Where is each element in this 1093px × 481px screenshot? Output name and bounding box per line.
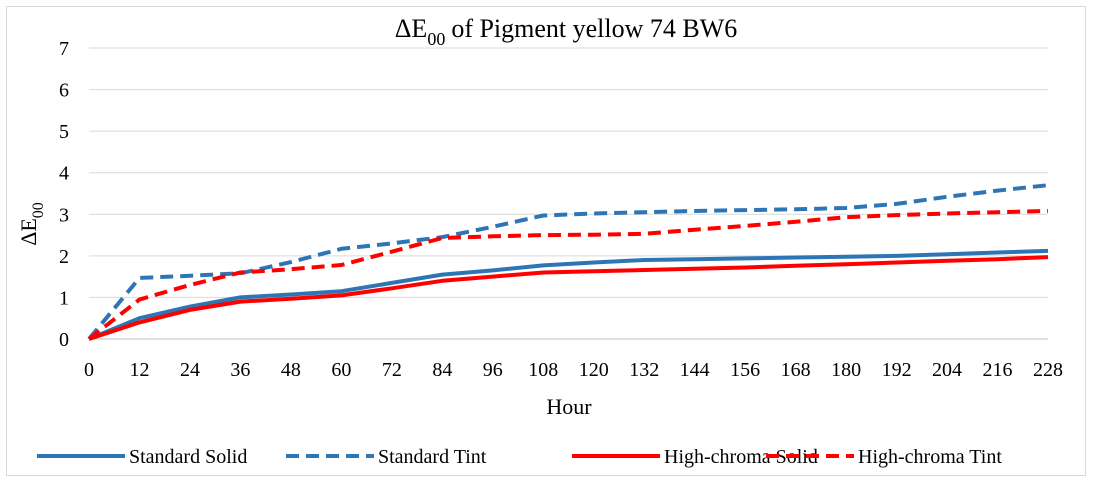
series-line-standard-tint <box>87 183 1049 341</box>
x-tick-label: 108 <box>528 359 558 381</box>
series-line-high-chroma-solid <box>88 255 1049 341</box>
y-tick-label: 6 <box>59 80 69 102</box>
x-tick-label: 156 <box>730 359 760 381</box>
x-tick-label: 228 <box>1033 359 1063 381</box>
series-lines <box>87 183 1049 341</box>
x-tick-label: 48 <box>281 359 301 381</box>
x-tick-label: 216 <box>983 359 1013 381</box>
y-axis-ticks: 0 1 2 3 4 5 6 7 <box>59 38 69 351</box>
x-tick-label: 0 <box>84 359 94 381</box>
legend: Standard Solid Standard Tint High-chroma S… <box>37 446 1002 468</box>
x-tick-label: 72 <box>382 359 402 381</box>
y-axis-label: ΔE00 <box>16 202 47 246</box>
legend-label: Standard Solid <box>129 446 247 468</box>
legend-label: Standard Tint <box>378 446 487 468</box>
x-tick-label: 84 <box>432 359 452 381</box>
y-tick-label: 4 <box>59 163 69 185</box>
series-line-high-chroma-tint <box>87 209 1049 341</box>
x-tick-label: 180 <box>831 359 861 381</box>
x-axis-ticks: 0 12 24 36 48 60 72 84 96 108 120 132 144 156 168 180 19… <box>84 359 1063 381</box>
y-tick-label: 3 <box>59 204 69 226</box>
x-tick-label: 120 <box>579 359 609 381</box>
chart-frame <box>6 6 1086 476</box>
y-tick-label: 5 <box>59 121 69 143</box>
y-tick-label: 1 <box>59 287 69 309</box>
x-tick-label: 36 <box>230 359 250 381</box>
x-tick-label: 12 <box>129 359 149 381</box>
gridlines <box>89 47 1048 340</box>
x-tick-label: 24 <box>180 359 200 381</box>
x-tick-label: 132 <box>629 359 659 381</box>
legend-label: High-chroma Tint <box>858 446 1002 468</box>
x-tick-label: 168 <box>781 359 811 381</box>
legend-label: High-chroma Solid <box>664 446 818 468</box>
x-tick-label: 60 <box>331 359 351 381</box>
y-tick-label: 0 <box>59 329 69 351</box>
x-tick-label: 204 <box>932 359 962 381</box>
x-axis-label: Hour <box>546 394 592 419</box>
x-tick-label: 144 <box>680 359 710 381</box>
x-tick-label: 192 <box>882 359 912 381</box>
y-tick-label: 2 <box>59 246 69 268</box>
x-tick-label: 96 <box>483 359 503 381</box>
series-line-standard-solid <box>88 248 1049 341</box>
y-tick-label: 7 <box>59 38 69 60</box>
chart-title: ΔE00 of Pigment yellow 74 BW6 <box>395 14 738 49</box>
